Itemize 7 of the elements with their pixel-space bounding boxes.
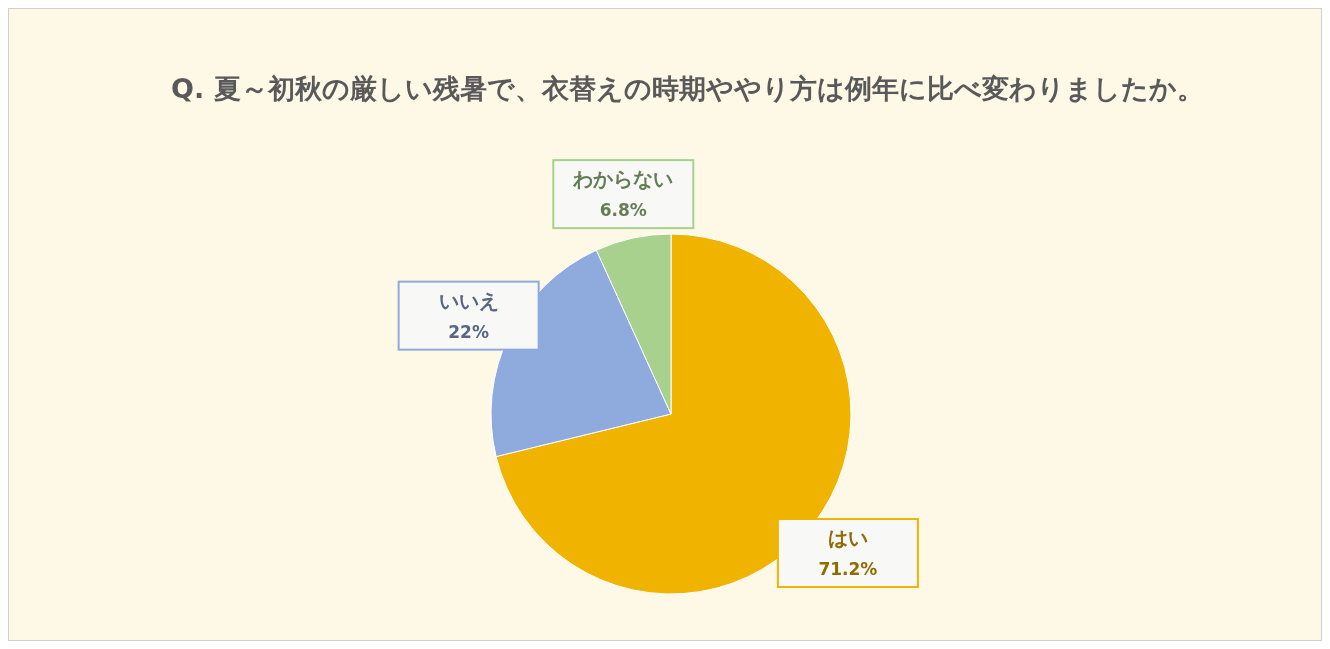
- slice-label: いいえ: [438, 288, 499, 313]
- slice-label: はい: [827, 526, 868, 551]
- data-label: 6.8%: [599, 200, 647, 221]
- chart-title: Q. 夏～初秋の厳しい残暑で、衣替えの時期ややり方は例年に比べ変わりましたか。: [171, 72, 1205, 106]
- data-label: 22%: [448, 321, 489, 342]
- slice-label: わからない: [572, 167, 674, 192]
- data-label: 71.2%: [818, 559, 878, 580]
